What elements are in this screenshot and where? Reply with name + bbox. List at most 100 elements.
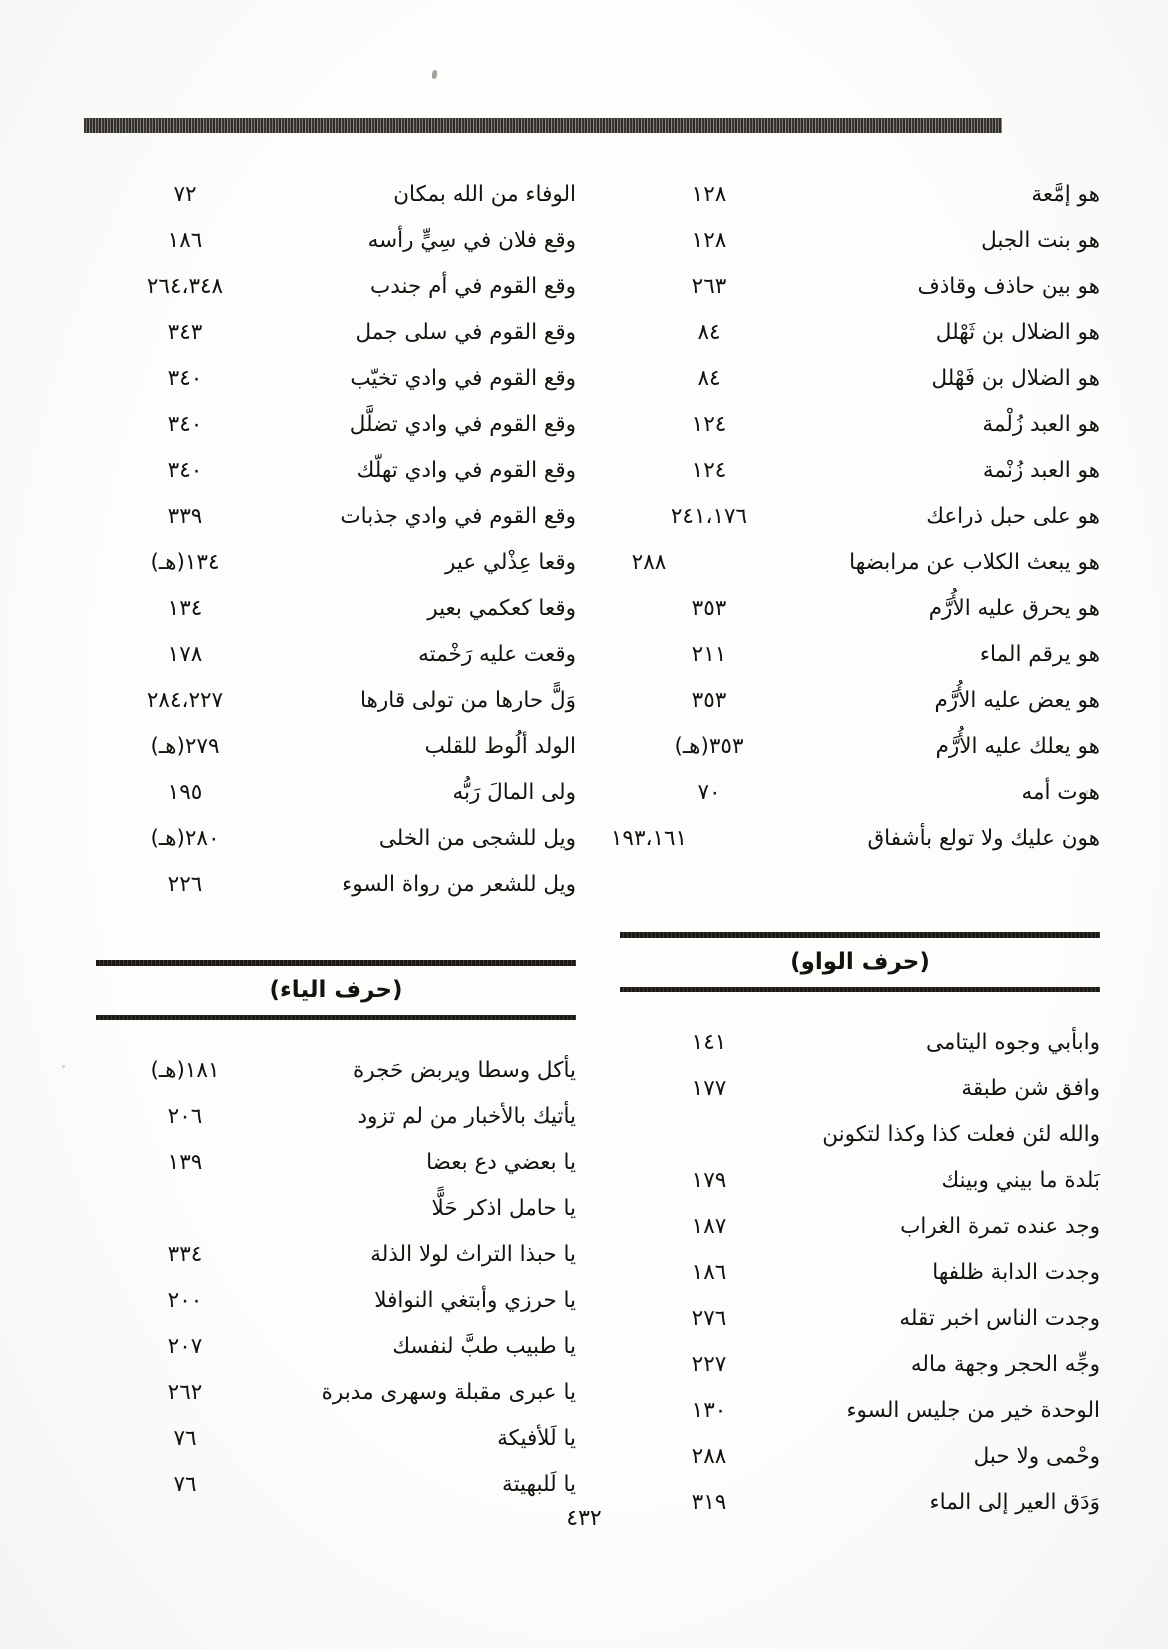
entry-phrase: هو على حبل ذراعك [926,504,1100,529]
entry-pages: ١٧٩ [691,1168,727,1193]
entry-pages: ٢٦٤،٣٤٨ [146,274,224,299]
entry-pages: ١٣٩ [167,1150,203,1175]
entry-pages: ١٤١ [691,1030,727,1055]
entry-phrase: والله لئن فعلت كذا وكذا لتكونن [822,1122,1100,1147]
entry-phrase: هو بنت الجبل [981,228,1100,253]
entry-phrase: هو الضلال بن فَهْلل [931,366,1100,391]
index-row: يا حامل اذكر حَلًّا [96,1186,576,1232]
entry-phrase: يأتيك بالأخبار من لم تزود [357,1104,576,1129]
entry-phrase: وجدت الدابة ظلفها [932,1260,1100,1285]
index-row: هو بنت الجبل ١٢٨ [620,218,1100,264]
entry-phrase: وقعت عليه رَخْمته [418,642,576,667]
entry-phrase: وابأبي وجوه اليتامى [926,1030,1100,1055]
index-row: يا لَلبهيتة ٧٦ [96,1462,576,1508]
entry-pages: ٢٤١،١٧٦ [670,504,748,529]
entry-pages: ١٧٨ [167,642,203,667]
entry-phrase: هوت أمه [1021,780,1100,805]
entry-pages: ١٨٧ [691,1214,727,1239]
index-row: هو يعض عليه الأُرَّم ٣٥٣ [620,678,1100,724]
scan-artifact-mark [431,69,438,80]
entry-pages: ٧٠ [697,780,721,805]
entry-phrase: الولد ألُوط للقلب [424,734,576,759]
left-column: الوفاء من الله بمكان ٧٢ وقع فلان في سِيٍ… [96,172,576,1526]
index-row: وَدَق العير إلى الماء ٣١٩ [620,1480,1100,1526]
entry-phrase: ويل للشعر من رواة السوء [342,872,576,897]
index-row: هو العبد زُلْمة ١٢٤ [620,402,1100,448]
index-row: وجد عنده تمرة الغراب ١٨٧ [620,1204,1100,1250]
index-row: يأتيك بالأخبار من لم تزود ٢٠٦ [96,1094,576,1140]
entry-pages: ٢٠٠ [167,1288,203,1313]
entry-phrase: وقع القوم في وادي تخيّب [350,366,576,391]
index-row: وجدت الناس اخبر تقله ٢٧٦ [620,1296,1100,1342]
waw-section-entries: وابأبي وجوه اليتامى ١٤١ وافق شن طبقة ١٧٧… [620,1020,1100,1526]
entry-phrase: يا بعضي دع بعضا [426,1150,576,1175]
index-row: ويل للشعر من رواة السوء ٢٢٦ [96,862,576,908]
entry-pages: ٧٦ [173,1426,197,1451]
entry-phrase: هون عليك ولا تولع بأشفاق [867,826,1100,851]
entry-pages: ٣٥٣(هـ) [674,734,744,759]
entry-pages: ١٨٦ [167,228,203,253]
entry-pages: ٨٤ [697,320,721,345]
entry-pages: ٢٨٠(هـ) [150,826,220,851]
index-row: الولد ألُوط للقلب ٢٧٩(هـ) [96,724,576,770]
scan-speck [1085,790,1088,796]
index-row: هو الضلال بن ثَهْلل ٨٤ [620,310,1100,356]
entry-phrase: وقع القوم في أم جندب [369,274,576,299]
index-row: وقعا كعكمي بعير ١٣٤ [96,586,576,632]
index-row: هو يعلك عليه الأُرَّم ٣٥٣(هـ) [620,724,1100,770]
section-spacer [620,1006,1100,1020]
index-row: وقع القوم في وادي جذبات ٣٣٩ [96,494,576,540]
entry-phrase: يا طبيب طبَّ لنفسك [392,1334,576,1359]
index-row: هو العبد زُنْمة ١٢٤ [620,448,1100,494]
index-row: يا طبيب طبَّ لنفسك ٢٠٧ [96,1324,576,1370]
section-spacer [96,908,576,934]
entry-pages: ١٣٤ [167,596,203,621]
entry-pages: ١٧٧ [691,1076,727,1101]
entry-phrase: يا حامل اذكر حَلًّا [431,1196,576,1221]
index-row: هو إمَّعة ١٢٨ [620,172,1100,218]
entry-pages: ٣٤٠ [167,412,203,437]
entry-pages: ٣٣٤ [167,1242,203,1267]
entry-phrase: يا لَلأفيكة [497,1426,576,1451]
index-row: وقعا عِذْلي عير ١٣٤(هـ) [96,540,576,586]
index-row: ويل للشجى من الخلى ٢٨٠(هـ) [96,816,576,862]
entry-phrase: وقع فلان في سِيٍّ رأسه [367,228,576,253]
entry-phrase: وقع القوم في وادي جذبات [340,504,576,529]
entry-pages: ١٢٤ [691,412,727,437]
entry-phrase: يأكل وسطا ويربض حَجرة [353,1058,576,1083]
entry-pages: ٧٢ [173,182,197,207]
entry-pages: ٣٥٣ [691,688,727,713]
entry-phrase: هو العبد زُلْمة [982,412,1100,437]
section-rule-bottom [96,1015,576,1020]
entry-pages: ١٢٨ [691,182,727,207]
entry-phrase: هو يحرق عليه الأُرَّم [928,596,1100,621]
index-row: هو يحرق عليه الأُرَّم ٣٥٣ [620,586,1100,632]
entry-phrase: هو الضلال بن ثَهْلل [935,320,1100,345]
entry-phrase: يا عبرى مقبلة وسهرى مدبرة [321,1380,576,1405]
entry-phrase: هو بين حاذف وقاذف [917,274,1100,299]
entry-pages: ٢٢٧ [691,1352,727,1377]
section-header-waw: (حرف الواو) [620,932,1100,992]
page-number: ٤٣٢ [566,1506,602,1531]
entry-phrase: ويل للشجى من الخلى [378,826,576,851]
entry-phrase: وافق شن طبقة [961,1076,1100,1101]
entry-pages: ٢٨٨ [691,1444,727,1469]
index-row: وابأبي وجوه اليتامى ١٤١ [620,1020,1100,1066]
index-row: يا حبذا التراث لولا الذلة ٣٣٤ [96,1232,576,1278]
index-row: الوفاء من الله بمكان ٧٢ [96,172,576,218]
entry-pages: ٢٢٦ [167,872,203,897]
right-column-continued-entries: هو إمَّعة ١٢٨ هو بنت الجبل ١٢٨ هو بين حا… [611,172,1100,862]
entry-phrase: وحْمى ولا حبل [973,1444,1100,1469]
index-row: يأكل وسطا ويربض حَجرة ١٨١(هـ) [96,1048,576,1094]
entry-pages: ٣٤٠ [167,458,203,483]
index-columns: هو إمَّعة ١٢٨ هو بنت الجبل ١٢٨ هو بين حا… [70,172,1100,1526]
entry-pages: ٢٧٦ [691,1306,727,1331]
index-row: يا بعضي دع بعضا ١٣٩ [96,1140,576,1186]
entry-pages: ٣١٩ [691,1490,727,1515]
index-row: هوت أمه ٧٠ [620,770,1100,816]
section-rule-top [96,960,576,966]
section-rule-bottom [620,987,1100,992]
entry-pages: ٣٥٣ [691,596,727,621]
entry-phrase: وجدت الناس اخبر تقله [899,1306,1100,1331]
entry-phrase: بَلدة ما بيني وبينك [941,1168,1100,1193]
